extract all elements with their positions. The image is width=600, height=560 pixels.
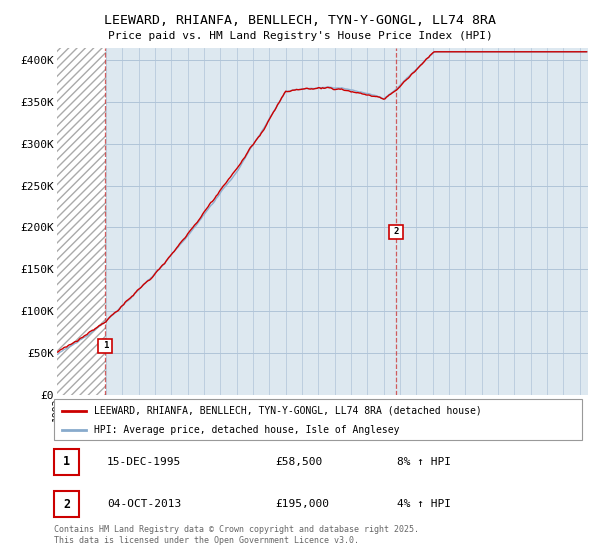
Text: 1: 1 bbox=[103, 342, 108, 351]
Text: £195,000: £195,000 bbox=[276, 499, 330, 509]
Text: LEEWARD, RHIANFA, BENLLECH, TYN-Y-GONGL, LL74 8RA: LEEWARD, RHIANFA, BENLLECH, TYN-Y-GONGL,… bbox=[104, 14, 496, 27]
FancyBboxPatch shape bbox=[54, 449, 79, 475]
Text: 8% ↑ HPI: 8% ↑ HPI bbox=[397, 457, 451, 467]
Text: Contains HM Land Registry data © Crown copyright and database right 2025.
This d: Contains HM Land Registry data © Crown c… bbox=[54, 525, 419, 545]
Text: LEEWARD, RHIANFA, BENLLECH, TYN-Y-GONGL, LL74 8RA (detached house): LEEWARD, RHIANFA, BENLLECH, TYN-Y-GONGL,… bbox=[94, 405, 481, 416]
Text: 04-OCT-2013: 04-OCT-2013 bbox=[107, 499, 181, 509]
Text: 4% ↑ HPI: 4% ↑ HPI bbox=[397, 499, 451, 509]
Text: Price paid vs. HM Land Registry's House Price Index (HPI): Price paid vs. HM Land Registry's House … bbox=[107, 31, 493, 41]
Text: £58,500: £58,500 bbox=[276, 457, 323, 467]
Text: 2: 2 bbox=[394, 227, 399, 236]
Text: HPI: Average price, detached house, Isle of Anglesey: HPI: Average price, detached house, Isle… bbox=[94, 424, 399, 435]
Text: 1: 1 bbox=[63, 455, 70, 468]
FancyBboxPatch shape bbox=[54, 399, 582, 440]
FancyBboxPatch shape bbox=[54, 491, 79, 517]
Text: 2: 2 bbox=[63, 498, 70, 511]
Text: 15-DEC-1995: 15-DEC-1995 bbox=[107, 457, 181, 467]
